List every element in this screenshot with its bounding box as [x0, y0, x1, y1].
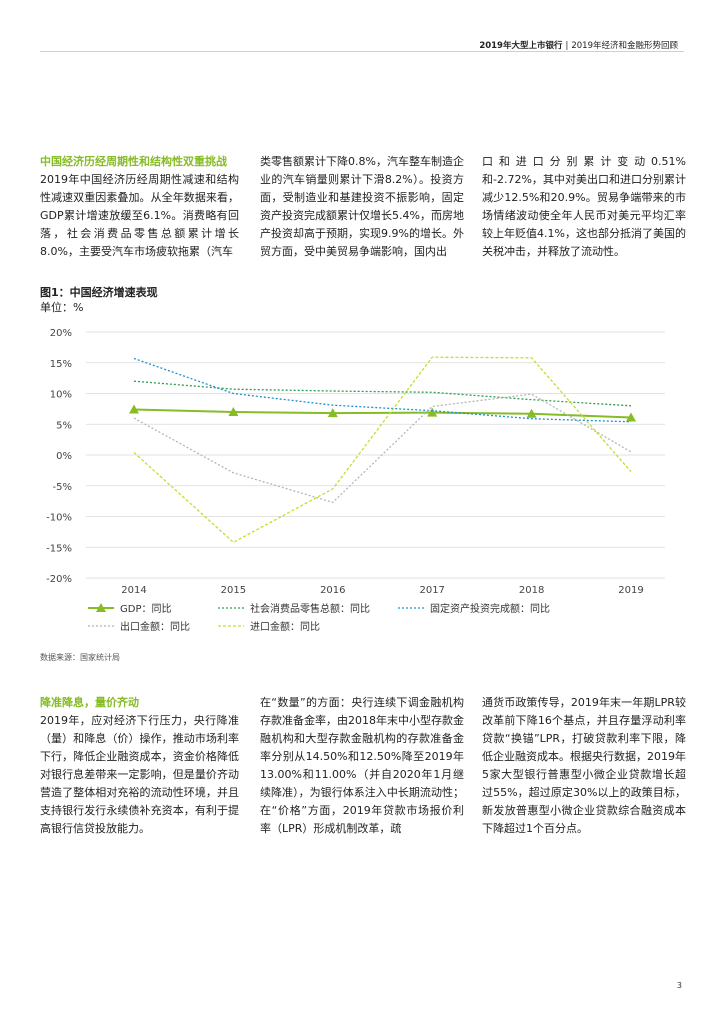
page-header: 2019年大型上市银行 | 2019年经济和金融形势回顾	[479, 39, 678, 51]
section2-column-2: 在“数量”的方面：央行连续下调金融机构存款准备金率，由2018年末中小型存款金融…	[260, 694, 464, 838]
series-point	[626, 412, 636, 422]
legend-label: GDP：同比	[120, 603, 171, 615]
growth-line-chart: 20% 15% 10% 5% 0% -5% -10% -15% -20% 2014 2015 2016…	[46, 328, 665, 633]
series-point	[129, 404, 139, 414]
legend-label: 社会消费品零售总额：同比	[250, 602, 370, 615]
section1-column-3: 口和进口分别累计变动0.51%和-2.72%，其中对美出口和进口分别累计减少12…	[482, 153, 686, 261]
section1-column-2: 类零售额累计下降0.8%，汽车整车制造企业的汽车销量则累计下滑8.2%）。投资方…	[260, 153, 464, 261]
series-line	[133, 356, 632, 544]
y-tick-label: 5%	[56, 420, 72, 431]
x-tick-label: 2019	[618, 585, 643, 596]
section1-column-1: 中国经济历经周期性和结构性双重挑战 2019年中国经济历经周期性减速和结构性减速…	[40, 153, 239, 261]
section2-column-1: 降准降息，量价齐动 2019年，应对经济下行压力，央行降准（量）和降息（价）操作…	[40, 694, 239, 838]
header-subtitle: 2019年经济和金融形势回顾	[571, 41, 678, 51]
section1-col1-text: 2019年中国经济历经周期性减速和结构性减速双重因素叠加。从全年数据来看，GDP…	[40, 173, 239, 258]
x-tick-label: 2014	[121, 585, 146, 596]
legend-marker	[96, 603, 106, 612]
y-tick-label: 0%	[56, 451, 72, 462]
section2-title: 降准降息，量价齐动	[40, 696, 139, 709]
figure-unit: 单位：%	[40, 301, 84, 314]
series-point	[228, 406, 239, 416]
section1-title: 中国经济历经周期性和结构性双重挑战	[40, 155, 227, 168]
series-line	[133, 380, 632, 407]
series-line	[133, 408, 632, 419]
y-tick-label: -5%	[53, 482, 72, 493]
y-tick-label: 15%	[50, 359, 72, 370]
y-tick-label: 10%	[50, 390, 72, 401]
section2-col1-text: 2019年，应对经济下行压力，央行降准（量）和降息（价）操作，推动市场利率下行，…	[40, 714, 239, 835]
x-tick-label: 2015	[221, 585, 246, 596]
section2-column-3: 通货币政策传导，2019年末一年期LPR较改革前下降16个基点，并且存量浮动利率…	[482, 694, 686, 838]
x-tick-label: 2017	[419, 585, 444, 596]
section1-col2-text: 类零售额累计下降0.8%，汽车整车制造企业的汽车销量则累计下滑8.2%）。投资方…	[260, 155, 464, 258]
section2-col2-text: 在“数量”的方面：央行连续下调金融机构存款准备金率，由2018年末中小型存款金融…	[260, 696, 464, 835]
header-separator: |	[565, 41, 569, 51]
section2-col3-text: 通货币政策传导，2019年末一年期LPR较改革前下降16个基点，并且存量浮动利率…	[482, 696, 686, 835]
header-rule	[40, 51, 684, 52]
header-report-title: 2019年大型上市银行	[479, 41, 563, 51]
series-point	[327, 408, 338, 418]
series-point	[526, 408, 537, 418]
y-tick-label: 20%	[50, 328, 72, 339]
figure-source: 数据来源：国家统计局	[40, 653, 120, 662]
series-line	[133, 357, 632, 423]
figure-title: 图1：中国经济增速表现	[40, 286, 158, 299]
y-tick-label: -10%	[46, 513, 72, 524]
page-number: 3	[676, 981, 682, 990]
y-tick-label: -15%	[46, 543, 72, 554]
section1-col3-text: 口和进口分别累计变动0.51%和-2.72%，其中对美出口和进口分别累计减少12…	[482, 155, 686, 258]
legend-label: 固定资产投资完成额：同比	[430, 602, 550, 615]
x-tick-label: 2016	[320, 585, 345, 596]
legend-label: 进口金额：同比	[250, 620, 320, 633]
y-tick-label: -20%	[46, 574, 72, 585]
x-tick-label: 2018	[519, 585, 544, 596]
series-point	[427, 407, 438, 417]
legend-label: 出口金额：同比	[120, 620, 190, 633]
